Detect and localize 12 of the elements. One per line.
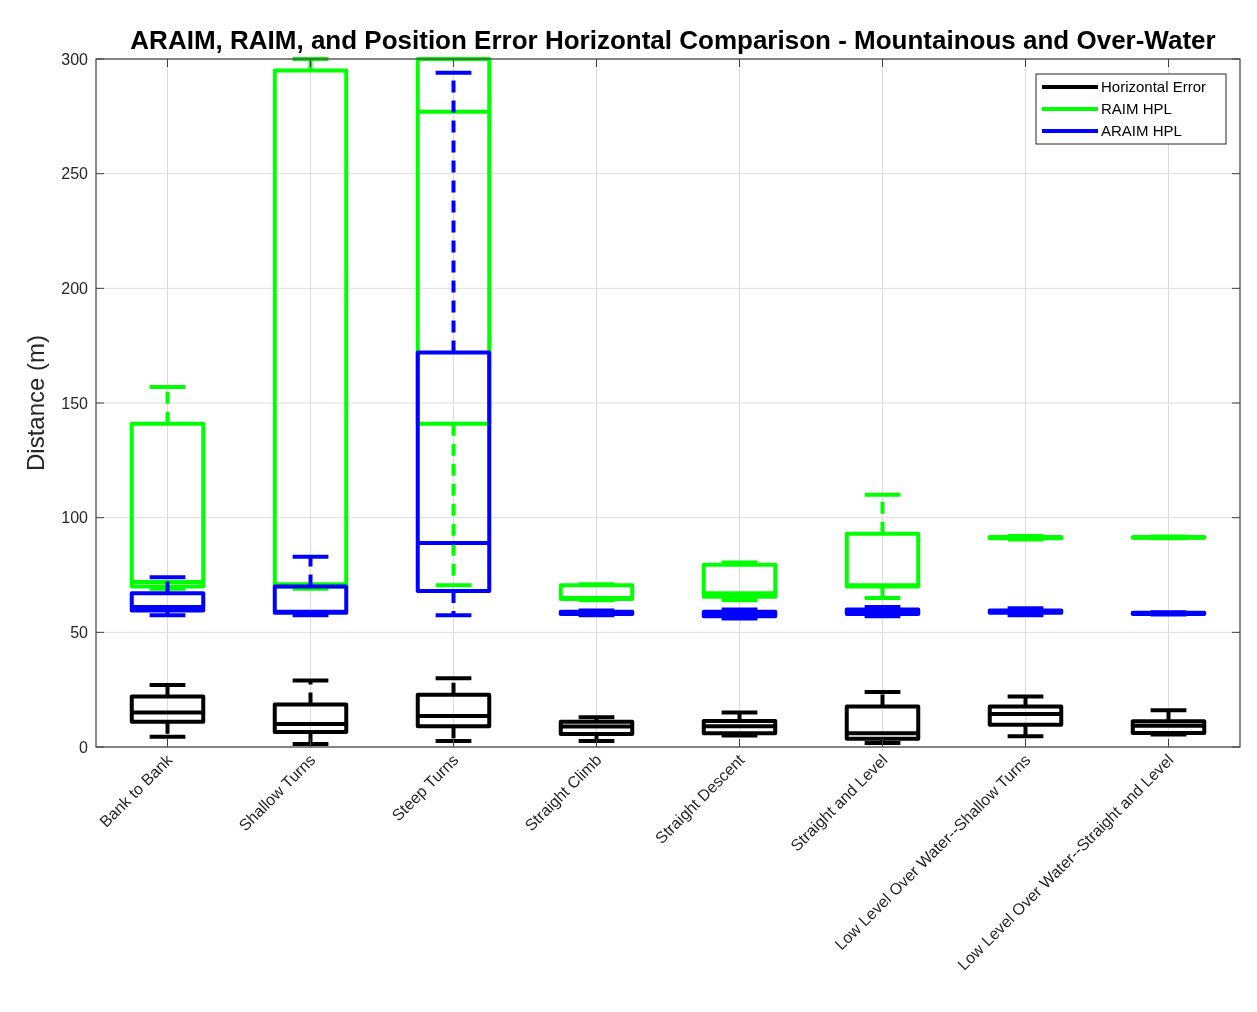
chart-title: ARAIM, RAIM, and Position Error Horizontal Comparison - Mountainous and Over-Water [130, 25, 1216, 55]
y-tick-label: 150 [61, 394, 89, 412]
y-tick-label: 300 [61, 50, 89, 68]
y-tick-label: 50 [70, 623, 89, 641]
y-tick-label: 250 [61, 165, 89, 183]
legend-label: RAIM HPL [1101, 100, 1172, 118]
y-axis-title: Distance (m) [22, 334, 49, 472]
legend-label: Horizontal Error [1101, 78, 1207, 96]
legend-label: ARAIM HPL [1101, 122, 1182, 140]
y-tick-label: 0 [79, 738, 89, 756]
y-tick-label: 200 [61, 279, 89, 297]
y-tick-label: 100 [61, 509, 89, 527]
